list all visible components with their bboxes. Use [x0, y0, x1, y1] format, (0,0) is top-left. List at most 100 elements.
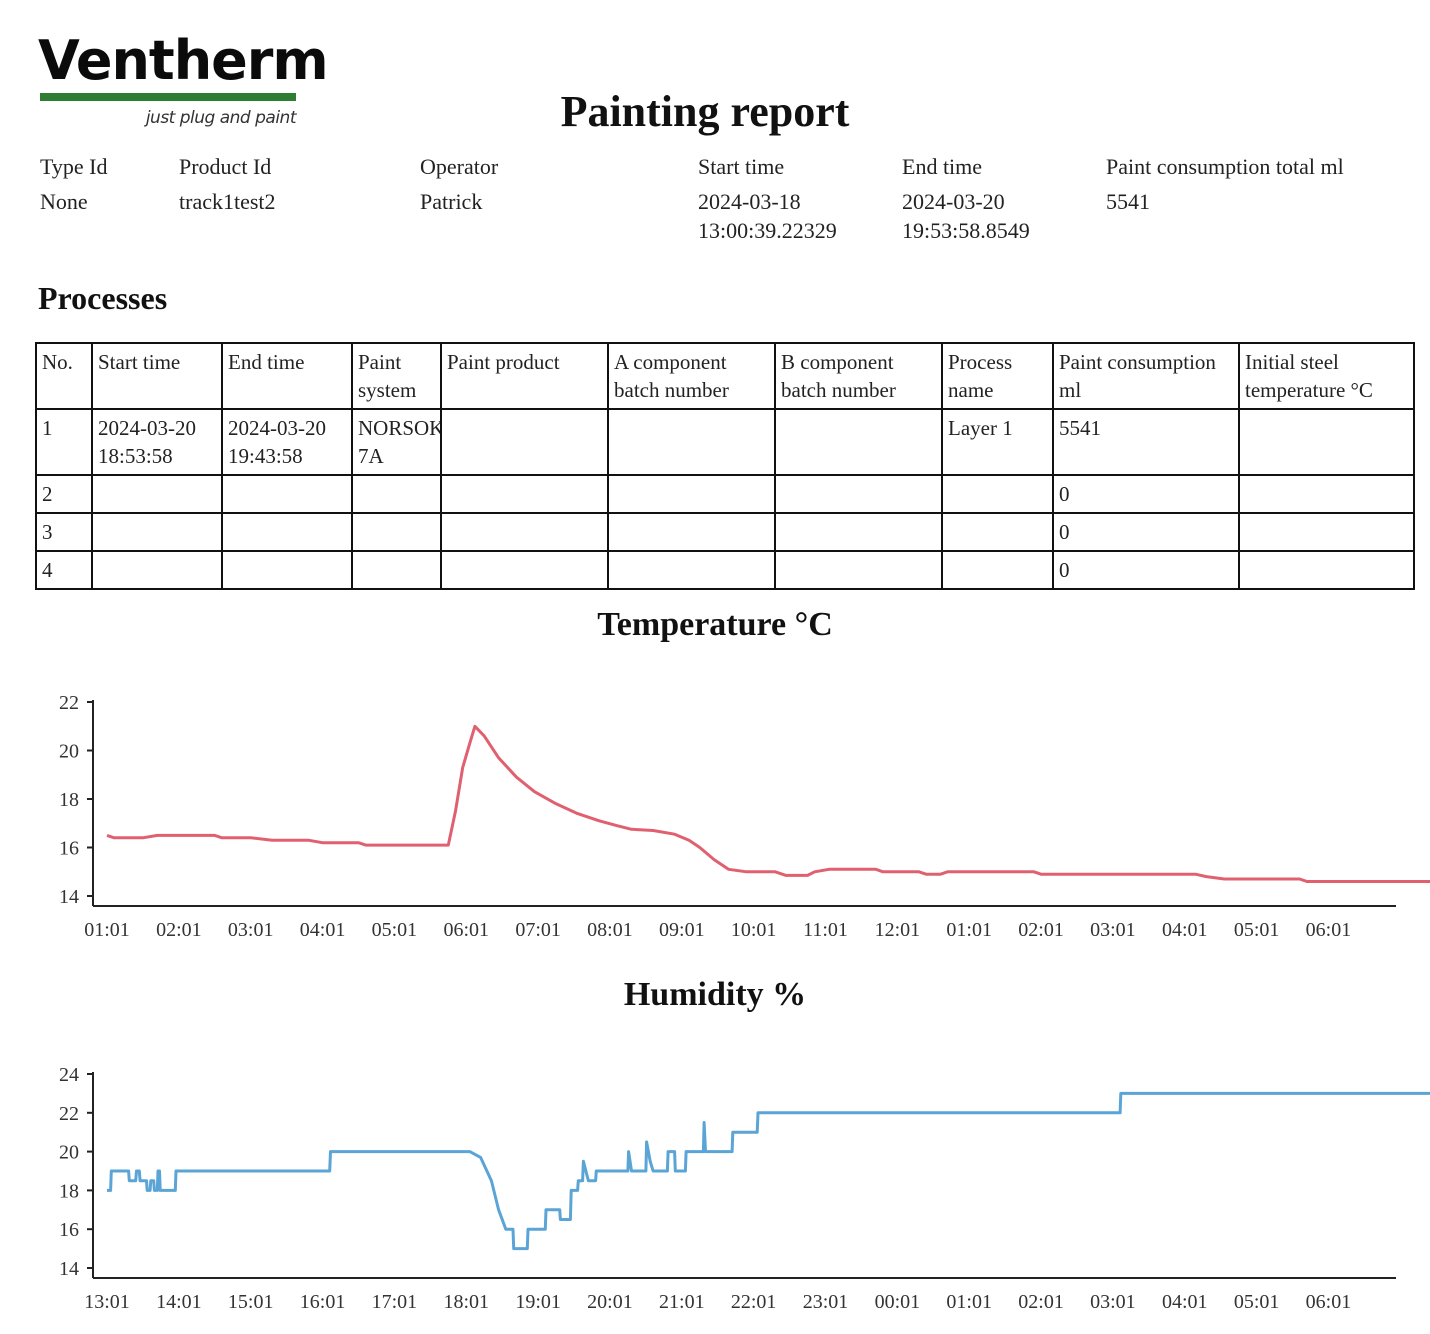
x-tick-label: 05:01: [372, 919, 418, 941]
table-cell: 2: [35, 474, 93, 514]
x-tick-label: 02:01: [1018, 1291, 1064, 1313]
y-tick-label: 16: [59, 1219, 79, 1241]
y-tick-label: 18: [59, 789, 79, 811]
x-tick-label: 03:01: [1090, 1291, 1136, 1313]
x-tick-label: 05:01: [1234, 919, 1280, 941]
meta-value: 2024-03-20: [902, 189, 1005, 214]
x-tick-label: 03:01: [1090, 919, 1136, 941]
table-cell: [351, 512, 442, 552]
table-cell: [941, 550, 1054, 590]
table-cell: [221, 474, 353, 514]
table-cell: [1238, 550, 1415, 590]
table-cell: [221, 550, 353, 590]
y-tick-label: 20: [59, 1142, 79, 1164]
table-cell: 0: [1052, 474, 1240, 514]
x-tick-label: 02:01: [1018, 919, 1064, 941]
logo-tagline: just plug and paint: [145, 108, 297, 128]
table-cell: 3: [35, 512, 93, 552]
table-cell: Layer 1: [941, 408, 1054, 476]
column-header: Paint product: [440, 342, 609, 410]
x-tick-label: 01:01: [946, 919, 992, 941]
x-tick-label: 05:01: [1234, 1291, 1280, 1313]
table-cell: [1238, 512, 1415, 552]
meta-label: Start time: [698, 154, 785, 179]
x-tick-label: 06:01: [443, 919, 489, 941]
table-cell: 2024-03-20 19:43:58: [221, 408, 353, 476]
column-header: Process name: [941, 342, 1054, 410]
temperature-chart: 14 16 18 20 22 01:01 02:01 03:01 04:01 05:01 06:01…: [59, 692, 1430, 941]
column-header: Initial steel temperature °C: [1238, 342, 1415, 410]
table-cell: [1238, 474, 1415, 514]
meta-paint-consumption: Paint consumption total ml 5541: [1106, 152, 1344, 216]
x-tick-label: 11:01: [803, 919, 848, 941]
x-tick-label: 06:01: [1306, 919, 1352, 941]
table-cell: [351, 474, 442, 514]
x-tick-label: 04:01: [1162, 1291, 1208, 1313]
y-tick-label: 24: [59, 1064, 79, 1086]
x-tick-label: 03:01: [228, 919, 274, 941]
table-cell: [351, 550, 442, 590]
x-tick-label: 01:01: [84, 919, 130, 941]
meta-label: Operator: [420, 154, 499, 179]
series-line: [107, 1091, 1430, 1251]
meta-label: Paint consumption total ml: [1106, 154, 1344, 179]
page-title: Painting report: [560, 87, 850, 136]
table-cell: [774, 512, 943, 552]
x-tick-label: 16:01: [300, 1291, 346, 1313]
table-cell: [941, 474, 1054, 514]
table-cell: [91, 474, 223, 514]
x-tick-label: 09:01: [659, 919, 705, 941]
meta-start-time: Start time 2024-03-18 13:00:39.22329: [698, 152, 837, 245]
ventherm-logo: Ventherm: [38, 29, 329, 92]
x-tick-label: 17:01: [372, 1291, 418, 1313]
y-tick-label: 18: [59, 1180, 79, 1202]
table-cell: [440, 550, 609, 590]
table-cell: 4: [35, 550, 93, 590]
table-cell: 0: [1052, 512, 1240, 552]
x-tick-label: 18:01: [443, 1291, 489, 1313]
x-tick-label: 08:01: [587, 919, 633, 941]
meta-value: Patrick: [420, 189, 483, 214]
table-cell: [607, 512, 776, 552]
table-cell: [440, 474, 609, 514]
column-header: No.: [35, 342, 93, 410]
x-tick-label: 06:01: [1306, 1291, 1352, 1313]
x-tick-label: 13:01: [84, 1291, 130, 1313]
table-header-row: No. Start time End time Paint system Pai…: [35, 342, 1415, 410]
meta-type-id: Type Id None: [40, 152, 108, 216]
y-tick-label: 22: [59, 1103, 79, 1125]
table-cell: [774, 550, 943, 590]
table-cell: 0: [1052, 550, 1240, 590]
temperature-chart-title: Temperature °C: [597, 606, 833, 643]
table-cell: [221, 512, 353, 552]
x-tick-label: 07:01: [515, 919, 561, 941]
x-tick-label: 14:01: [156, 1291, 202, 1313]
x-tick-label: 19:01: [515, 1291, 561, 1313]
table-row: 1 2024-03-20 18:53:58 2024-03-20 19:43:5…: [35, 408, 1415, 476]
meta-label: Type Id: [40, 154, 108, 179]
meta-value: 5541: [1106, 189, 1150, 214]
table-cell: [941, 512, 1054, 552]
meta-value: 13:00:39.22329: [698, 218, 837, 243]
x-tick-label: 04:01: [300, 919, 346, 941]
table-cell: [440, 512, 609, 552]
column-header: Paint system: [351, 342, 442, 410]
table-cell: [774, 474, 943, 514]
humidity-chart-title: Humidity %: [623, 976, 807, 1013]
x-tick-label: 23:01: [803, 1291, 849, 1313]
table-row: 3 0: [35, 512, 1415, 552]
meta-product-id: Product Id track1test2: [179, 152, 276, 216]
column-header: B component batch number: [774, 342, 943, 410]
table-row: 4 0: [35, 550, 1415, 590]
table-cell: [607, 408, 776, 476]
x-tick-label: 00:01: [875, 1291, 921, 1313]
x-tick-label: 22:01: [731, 1291, 777, 1313]
meta-value: 2024-03-18: [698, 189, 801, 214]
table-cell: 5541: [1052, 408, 1240, 476]
y-tick-label: 14: [59, 886, 79, 908]
x-tick-label: 02:01: [156, 919, 202, 941]
logo-underline-bar: [40, 93, 296, 101]
table-cell: [607, 474, 776, 514]
table-cell: [774, 408, 943, 476]
x-tick-label: 01:01: [946, 1291, 992, 1313]
